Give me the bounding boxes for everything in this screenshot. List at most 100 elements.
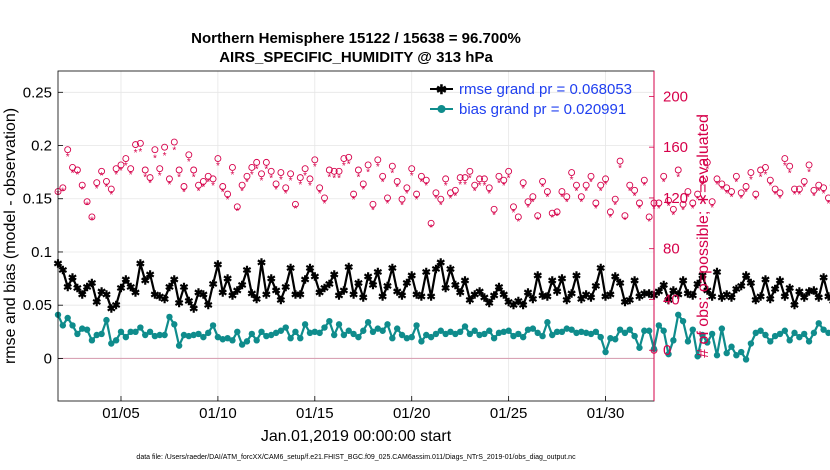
bias-point bbox=[209, 322, 217, 329]
obs-possible-point bbox=[732, 172, 740, 180]
bias-point bbox=[59, 322, 67, 329]
obs-possible-point bbox=[165, 175, 173, 183]
x-axis-label: Jan.01,2019 00:00:00 start bbox=[261, 428, 452, 445]
rmse-point: ✱ bbox=[271, 285, 280, 297]
bias-point bbox=[229, 337, 236, 344]
bias-point bbox=[393, 325, 401, 332]
bias-point bbox=[297, 334, 304, 342]
bias-point bbox=[98, 330, 105, 338]
obs-possible-point bbox=[480, 175, 488, 183]
obs-possible-point bbox=[626, 181, 634, 189]
obs-evaluated-point: * bbox=[105, 183, 109, 194]
rmse-point: ✱ bbox=[688, 291, 697, 303]
bias-point bbox=[578, 328, 585, 336]
bias-point bbox=[612, 336, 619, 343]
obs-evaluated-point: * bbox=[478, 181, 482, 192]
rmse-point: ✱ bbox=[436, 258, 445, 270]
rmse-point: ✱ bbox=[228, 291, 237, 303]
obs-possible-point bbox=[582, 181, 590, 189]
obs-evaluated-point: * bbox=[182, 188, 186, 199]
obs-possible-point bbox=[524, 198, 532, 206]
rmse-point: ✱ bbox=[368, 280, 377, 292]
rmse-point: ✱ bbox=[58, 265, 67, 277]
obs-evaluated-point: * bbox=[725, 189, 729, 200]
bias-point bbox=[553, 328, 561, 336]
rmse-point: ✱ bbox=[179, 282, 188, 294]
y-left-tick-label: 0.15 bbox=[23, 191, 52, 208]
obs-possible-point bbox=[403, 184, 411, 192]
bias-point bbox=[418, 338, 425, 345]
rmse-point: ✱ bbox=[170, 275, 179, 287]
obs-evaluated-point: * bbox=[429, 223, 433, 234]
rmse-point: ✱ bbox=[165, 282, 174, 294]
obs-possible-point bbox=[180, 183, 188, 190]
obs-evaluated-point: * bbox=[66, 152, 70, 163]
obs-evaluated-point: * bbox=[148, 179, 152, 190]
obs-possible-point bbox=[161, 143, 169, 151]
obs-possible-point bbox=[529, 193, 537, 201]
obs-possible-point bbox=[461, 174, 469, 182]
obs-evaluated-point: * bbox=[681, 205, 685, 216]
obs-evaluated-point: * bbox=[579, 198, 583, 209]
obs-evaluated-point: * bbox=[759, 172, 763, 183]
obs-evaluated-point: * bbox=[671, 210, 675, 221]
obs-possible-point bbox=[514, 213, 522, 221]
obs-possible-point bbox=[437, 195, 445, 203]
obs-possible-point bbox=[820, 184, 828, 192]
bias-point bbox=[699, 331, 706, 339]
rmse-point: ✱ bbox=[136, 259, 145, 271]
bias-point bbox=[272, 329, 280, 337]
rmse-point: ✱ bbox=[320, 283, 329, 295]
obs-possible-point bbox=[384, 194, 391, 202]
obs-possible-point bbox=[136, 139, 144, 147]
rmse-point: ✱ bbox=[296, 290, 305, 302]
bias-point bbox=[413, 322, 420, 329]
bias-point bbox=[447, 328, 454, 336]
bias-point bbox=[456, 328, 464, 336]
obs-evaluated-point: * bbox=[337, 174, 341, 185]
obs-evaluated-point: * bbox=[158, 171, 162, 182]
obs-possible-point bbox=[190, 166, 198, 174]
obs-possible-point bbox=[684, 188, 692, 196]
obs-evaluated-point: * bbox=[686, 193, 690, 204]
bias-point bbox=[287, 334, 294, 342]
rmse-point: ✱ bbox=[780, 292, 789, 304]
bias-point bbox=[597, 333, 604, 341]
obs-possible-point bbox=[539, 177, 547, 185]
obs-possible-point bbox=[175, 166, 183, 174]
obs-evaluated-point: * bbox=[371, 205, 375, 216]
obs-evaluated-point: * bbox=[424, 181, 428, 192]
bias-point bbox=[132, 328, 139, 336]
obs-evaluated-point: * bbox=[749, 175, 753, 186]
obs-possible-point bbox=[602, 175, 609, 183]
obs-possible-point bbox=[471, 181, 479, 189]
obs-evaluated-point: * bbox=[80, 185, 84, 196]
x-tick-label: 01/30 bbox=[587, 405, 625, 422]
obs-possible-point bbox=[766, 176, 774, 184]
rmse-point: ✱ bbox=[737, 281, 746, 293]
obs-evaluated-point: * bbox=[512, 208, 516, 219]
rmse-point: ✱ bbox=[208, 279, 217, 291]
bias-point bbox=[369, 328, 377, 336]
obs-evaluated-point: * bbox=[638, 204, 642, 215]
obs-possible-point bbox=[262, 158, 270, 166]
obs-possible-point bbox=[287, 170, 295, 178]
obs-evaluated-point: * bbox=[269, 174, 273, 185]
rmse-point: ✱ bbox=[485, 298, 494, 310]
rmse-point: ✱ bbox=[727, 293, 736, 305]
obs-evaluated-point: * bbox=[206, 177, 210, 188]
obs-possible-point bbox=[248, 164, 256, 171]
bias-point bbox=[495, 329, 503, 337]
legend: ✱ rmse grand pr = 0.068053 bias grand pr… bbox=[430, 81, 632, 118]
obs-possible-point bbox=[606, 208, 614, 216]
obs-evaluated-point: * bbox=[245, 177, 249, 188]
obs-evaluated-point: * bbox=[536, 216, 540, 227]
rmse-point: ✱ bbox=[402, 278, 411, 290]
bias-point bbox=[519, 333, 527, 341]
obs-evaluated-point: * bbox=[75, 170, 79, 181]
obs-evaluated-point: * bbox=[216, 161, 220, 172]
obs-evaluated-point: * bbox=[318, 189, 322, 200]
obs-evaluated-point: * bbox=[119, 166, 123, 177]
bias-point bbox=[340, 331, 348, 339]
obs-evaluated-point: * bbox=[807, 167, 811, 178]
